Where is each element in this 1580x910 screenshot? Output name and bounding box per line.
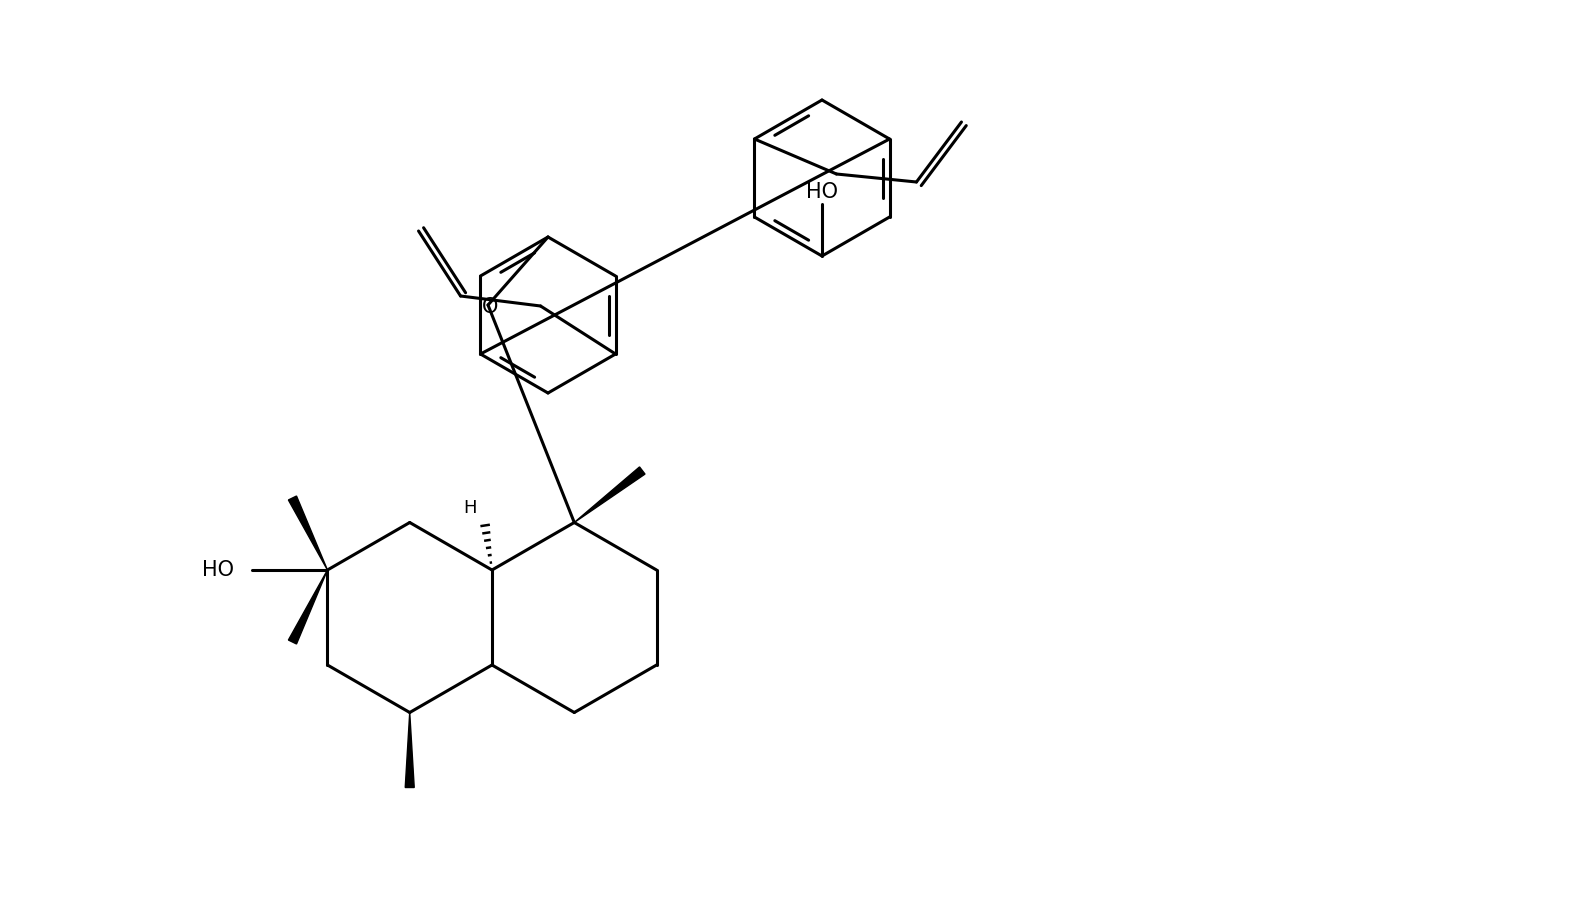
Text: H: H [463,499,477,517]
Polygon shape [289,496,327,570]
Text: O: O [482,297,498,317]
Text: HO: HO [202,560,234,580]
Polygon shape [574,467,645,522]
Polygon shape [289,570,327,644]
Text: HO: HO [806,182,837,202]
Polygon shape [404,713,414,787]
